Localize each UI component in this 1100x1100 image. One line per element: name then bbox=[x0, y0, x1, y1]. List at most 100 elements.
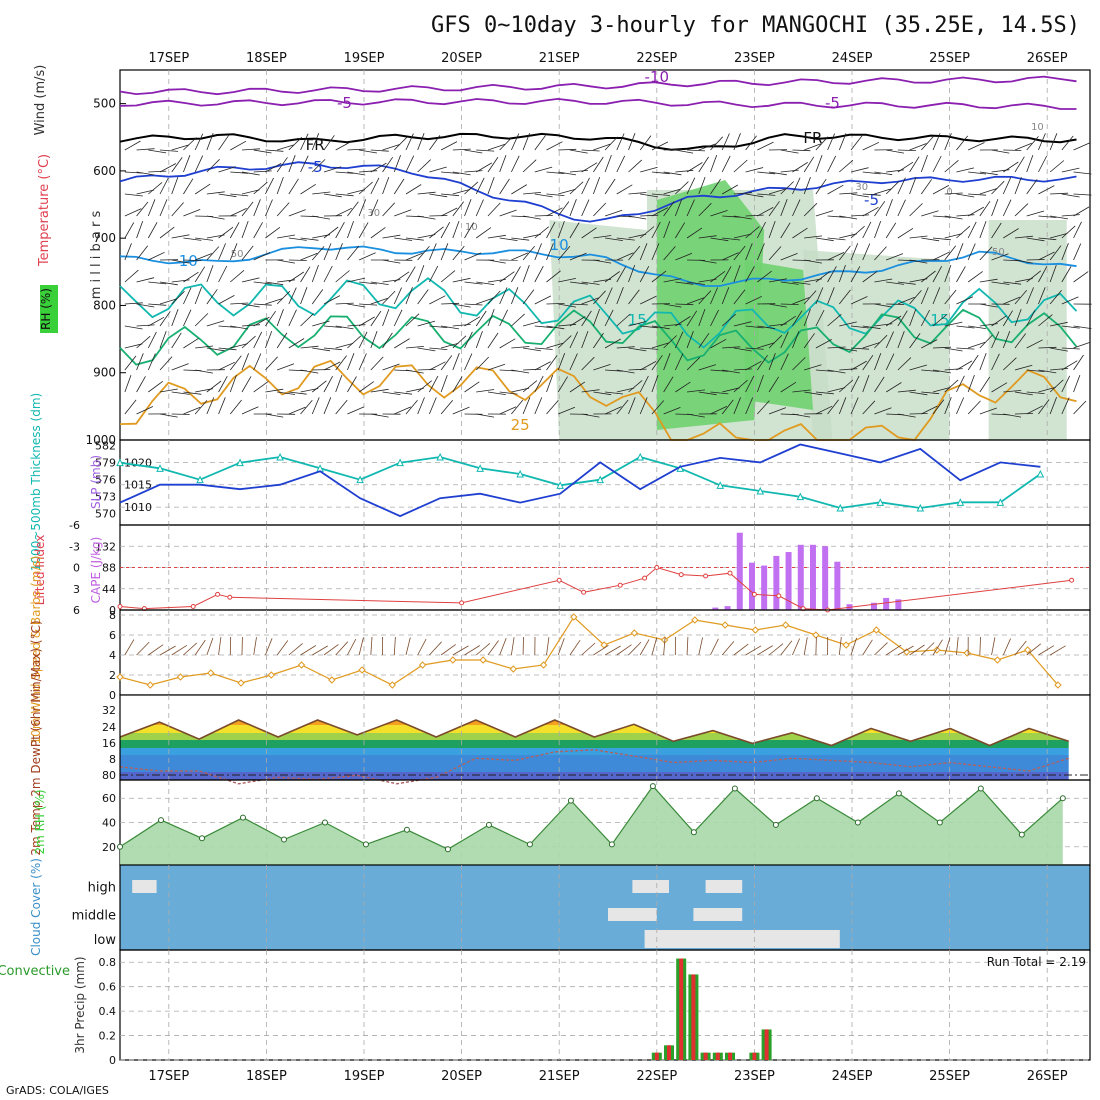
wind-barb bbox=[803, 308, 811, 327]
wind-barb bbox=[756, 354, 768, 371]
wind-barb bbox=[241, 245, 254, 261]
wind-barb bbox=[1003, 357, 1017, 371]
li-marker bbox=[227, 594, 233, 600]
wind-barb bbox=[323, 325, 342, 328]
wind-barb bbox=[218, 637, 222, 656]
wind-barb bbox=[358, 222, 369, 239]
wind-barb bbox=[546, 303, 565, 305]
wind-barb bbox=[218, 193, 237, 198]
cape-bar bbox=[895, 599, 902, 610]
wind-barb bbox=[1003, 281, 1022, 285]
wind-barb bbox=[546, 207, 563, 217]
wind-barb bbox=[312, 380, 327, 393]
y-tick-label: 1010 bbox=[124, 501, 152, 514]
wind-barb bbox=[546, 374, 554, 393]
wind-barb bbox=[382, 391, 401, 395]
wind-barb bbox=[358, 252, 376, 261]
wind-barb bbox=[429, 265, 439, 283]
wind-barb bbox=[850, 347, 870, 350]
wind-barb bbox=[370, 227, 386, 239]
wind-barb bbox=[276, 309, 284, 327]
temp-band bbox=[120, 748, 1069, 755]
wind-barb bbox=[476, 389, 495, 393]
wind-barb bbox=[147, 199, 156, 217]
y-tick-label: 16 bbox=[102, 737, 116, 750]
wind-barb bbox=[253, 316, 270, 327]
wind-barb bbox=[429, 347, 448, 350]
y-tick-label: 32 bbox=[102, 704, 116, 717]
wind-barb bbox=[979, 188, 998, 195]
wind-barb bbox=[347, 277, 366, 283]
wind-barb bbox=[616, 369, 635, 374]
wind-barb bbox=[347, 171, 366, 176]
series-marker bbox=[556, 481, 564, 489]
wind-barb bbox=[487, 332, 499, 349]
wind-barb bbox=[558, 406, 576, 415]
date-label: 18SEP bbox=[246, 51, 287, 66]
cape-bar bbox=[773, 555, 780, 610]
wind-barb bbox=[440, 374, 448, 393]
cloud-background bbox=[120, 865, 1090, 950]
date-label: 24SEP bbox=[832, 51, 873, 66]
wind-barb bbox=[569, 149, 588, 154]
wind-barb bbox=[1038, 237, 1057, 241]
wind-barb bbox=[558, 323, 577, 327]
wind-barb bbox=[1061, 325, 1080, 329]
wind-barb bbox=[464, 149, 483, 154]
series-marker bbox=[516, 469, 524, 478]
wind-barb bbox=[581, 330, 589, 349]
wind-barb bbox=[674, 331, 684, 349]
wind-barb bbox=[733, 192, 752, 195]
wind-speed-marker bbox=[963, 649, 971, 657]
wind-barb bbox=[183, 271, 199, 283]
wind-barb bbox=[745, 243, 753, 261]
wind-barb bbox=[288, 391, 307, 395]
wind-barb bbox=[136, 335, 151, 349]
wind-barb bbox=[265, 162, 282, 173]
page-title: GFS 0~10day 3-hourly for MANGOCHI (35.25… bbox=[431, 13, 1080, 38]
side-label-rh: RH (%) bbox=[39, 288, 53, 330]
wind-barb bbox=[136, 376, 146, 393]
wind-barb bbox=[780, 181, 794, 195]
wind-barb bbox=[206, 637, 214, 656]
wind-speed-marker bbox=[418, 661, 427, 669]
wind-barb bbox=[920, 136, 934, 151]
date-label: 24SEP bbox=[832, 1069, 873, 1084]
wind-barb bbox=[218, 325, 237, 328]
panel-frame bbox=[119, 609, 1091, 696]
wind-barb bbox=[359, 149, 377, 154]
wind-barb bbox=[393, 136, 408, 151]
wind-barb bbox=[265, 310, 276, 327]
wind-barb bbox=[968, 325, 986, 329]
wind-barb bbox=[967, 221, 977, 239]
wind-barb bbox=[534, 347, 553, 350]
wind-barb bbox=[710, 338, 727, 349]
wind-barb bbox=[440, 644, 456, 656]
wind-barb bbox=[757, 171, 776, 175]
wind-barb bbox=[569, 316, 586, 327]
wind-barb bbox=[523, 347, 541, 352]
rh-marker bbox=[772, 821, 779, 828]
wind-barb bbox=[241, 171, 260, 176]
y-tick-label: 4 bbox=[109, 649, 116, 662]
wind-barb bbox=[850, 375, 860, 393]
wind-barb bbox=[300, 388, 319, 393]
wind-barb bbox=[1026, 391, 1045, 394]
wind-barb bbox=[862, 354, 874, 371]
date-label: 20SEP bbox=[441, 51, 482, 66]
wind-speed-marker bbox=[267, 671, 275, 679]
wind-barb bbox=[745, 347, 764, 350]
y-tick-label: 0 bbox=[109, 689, 116, 702]
contour-label: 30 bbox=[855, 182, 868, 193]
rh-legend-swatch bbox=[40, 285, 58, 333]
y-tick-label: 900 bbox=[93, 366, 116, 380]
wind-barb bbox=[323, 226, 339, 239]
wind-barb bbox=[265, 638, 273, 656]
wind-barb bbox=[897, 149, 916, 151]
wind-barb bbox=[417, 638, 427, 656]
wind-barb bbox=[651, 374, 659, 393]
wind-barb bbox=[1038, 386, 1056, 393]
wind-barb bbox=[511, 387, 530, 393]
wind-barb bbox=[429, 361, 446, 371]
